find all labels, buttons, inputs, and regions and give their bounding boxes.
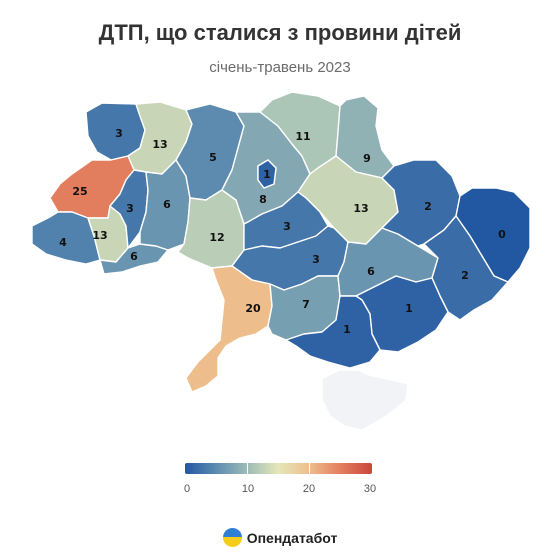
legend-separator [247,463,248,474]
brand-name: Опендатабот [246,529,338,546]
region-donetsk[interactable] [423,215,509,321]
region-value-label: 6 [163,198,171,211]
region-crimea[interactable] [321,369,409,431]
region-value-label: 2 [461,269,469,282]
legend-color-scale [185,463,372,474]
region-sumy[interactable] [335,95,395,179]
region-value-label: 20 [245,302,261,315]
map-subtitle: січень-травень 2023 [209,59,351,76]
map-title: ДТП, що сталися з провини дітей [98,20,462,45]
legend-tick-label: 20 [302,483,316,495]
region-value-label: 7 [302,298,310,311]
region-value-label: 8 [259,193,267,206]
region-value-label: 25 [72,185,87,198]
region-value-label: 0 [498,228,506,241]
region-value-label: 4 [59,236,67,249]
region-value-label: 3 [283,220,291,233]
legend-separator [309,463,310,474]
region-value-label: 2 [424,200,432,213]
region-value-label: 1 [263,168,271,181]
region-value-label: 12 [209,231,224,244]
region-value-label: 13 [152,138,167,151]
legend-tick-label: 0 [183,483,191,495]
legend-tick-label: 10 [241,483,255,495]
region-value-label: 1 [343,323,351,336]
region-odesa[interactable] [185,265,273,393]
region-value-label: 9 [363,152,371,165]
region-kyiv-city[interactable] [257,159,277,189]
region-value-label: 3 [115,127,123,140]
region-value-label: 3 [312,253,320,266]
region-value-label: 13 [92,229,107,242]
opendatabot-logo-icon [222,528,242,547]
region-value-label: 6 [130,250,138,263]
region-value-label: 6 [367,265,375,278]
region-ternopil[interactable] [109,169,149,249]
region-value-label: 13 [353,202,368,215]
region-kherson[interactable] [285,295,381,369]
legend-tick-label: 30 [363,483,377,495]
region-value-label: 5 [209,151,217,164]
region-value-label: 1 [405,302,413,315]
region-value-label: 3 [126,202,134,215]
region-value-label: 11 [295,130,310,143]
brand: Опендатабот [0,528,560,547]
